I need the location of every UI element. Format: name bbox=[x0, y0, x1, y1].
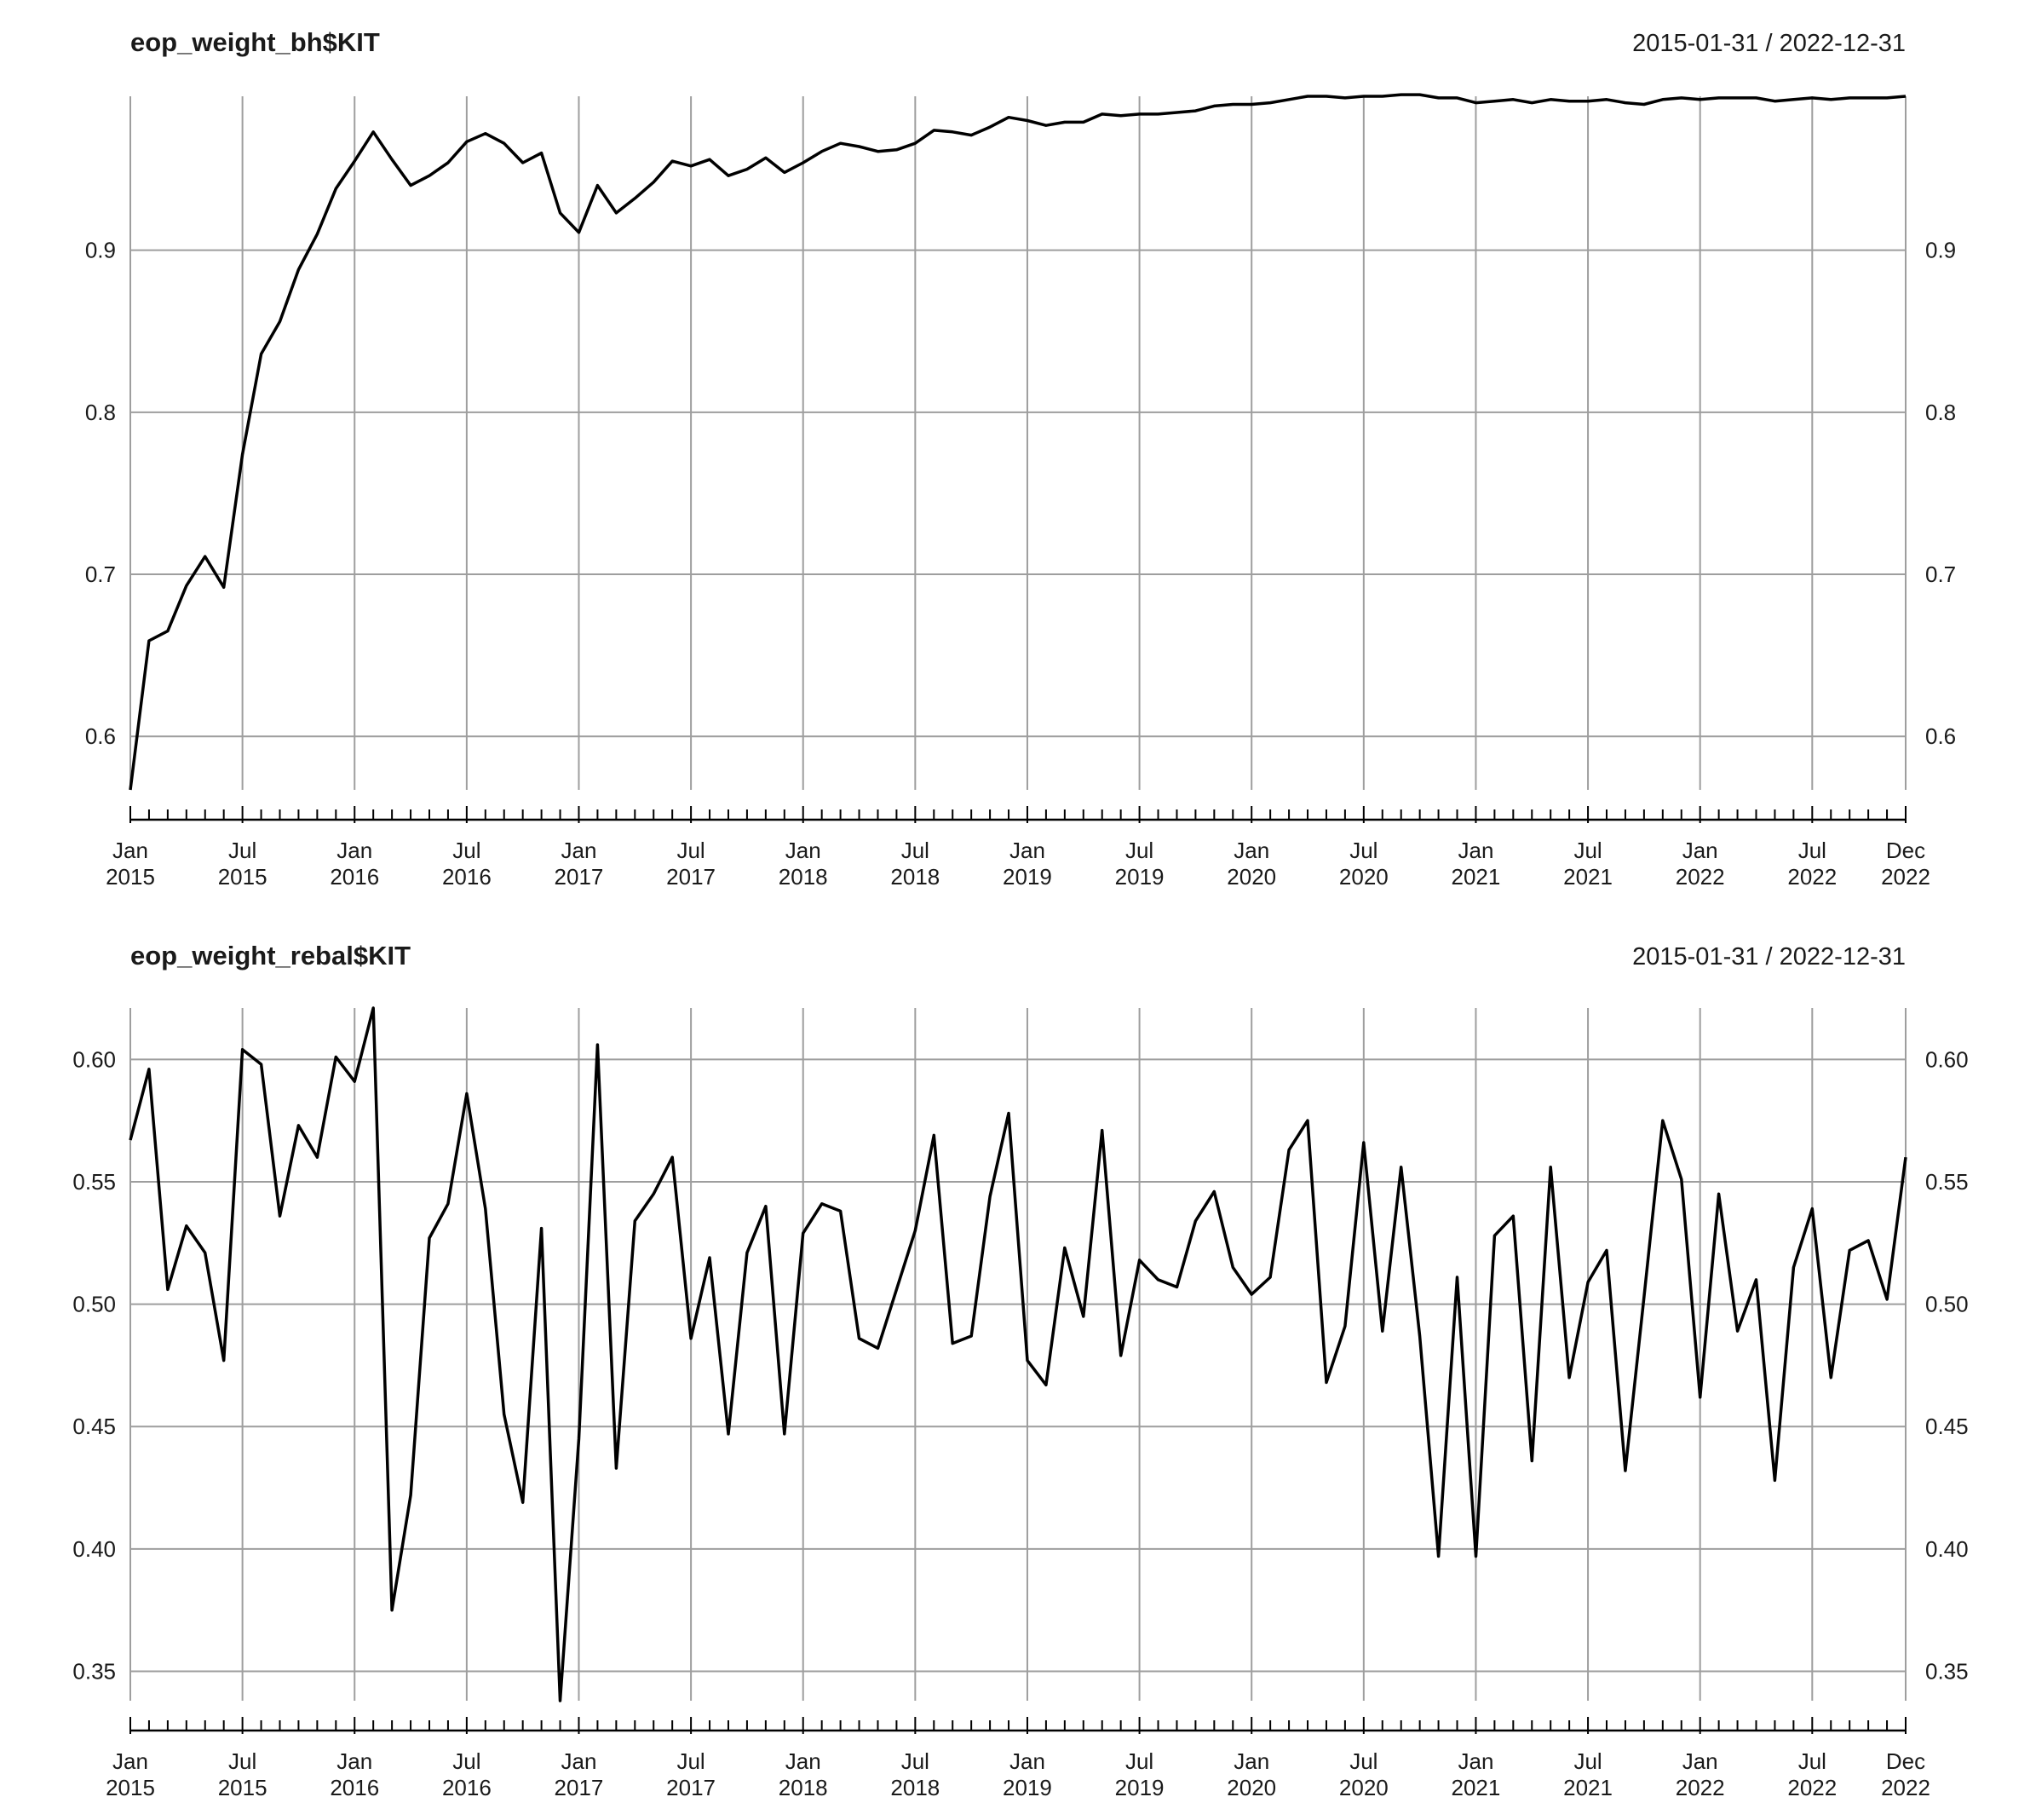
x-tick-label-month: Jul bbox=[452, 838, 480, 863]
y-tick-label-right: 0.45 bbox=[1925, 1414, 1969, 1439]
y-tick-label-right: 0.7 bbox=[1925, 562, 1956, 587]
y-tick-label-right: 0.50 bbox=[1925, 1292, 1969, 1317]
x-tick-label-year: 2017 bbox=[666, 1775, 716, 1800]
x-tick-label-month: Jul bbox=[1573, 838, 1602, 863]
y-tick-label-left: 0.35 bbox=[72, 1659, 116, 1685]
x-tick-label-month: Jan bbox=[1458, 1748, 1493, 1774]
x-tick-label-month: Jan bbox=[785, 838, 821, 863]
x-tick-label-year: 2015 bbox=[218, 864, 267, 890]
x-tick-label-year: 2017 bbox=[555, 864, 604, 890]
x-tick-label-year: 2019 bbox=[1003, 1775, 1052, 1800]
x-tick-label-year: 2020 bbox=[1339, 864, 1389, 890]
x-tick-label-month: Jan bbox=[561, 1748, 597, 1774]
x-tick-label-year: 2016 bbox=[442, 1775, 492, 1800]
y-tick-label-left: 0.6 bbox=[85, 723, 116, 749]
x-tick-label-year: 2018 bbox=[890, 1775, 940, 1800]
y-tick-label-left: 0.7 bbox=[85, 562, 116, 587]
y-tick-label-right: 0.40 bbox=[1925, 1536, 1969, 1562]
x-tick-label-month: Jul bbox=[901, 1748, 929, 1774]
panel-bottom: eop_weight_rebal$KIT 2015-01-31 / 2022-1… bbox=[72, 941, 1968, 1800]
x-tick-label-year: 2018 bbox=[779, 1775, 828, 1800]
x-tick-label-year: 2022 bbox=[1676, 1775, 1725, 1800]
y-tick-label-right: 0.60 bbox=[1925, 1046, 1969, 1072]
x-tick-label-month: Jan bbox=[561, 838, 597, 863]
x-tick-label-year: 2015 bbox=[106, 864, 155, 890]
x-tick-label-month: Jan bbox=[336, 838, 372, 863]
panel-bottom-date-range: 2015-01-31 / 2022-12-31 bbox=[1632, 943, 1906, 970]
panel-top-date-range: 2015-01-31 / 2022-12-31 bbox=[1632, 30, 1906, 57]
y-tick-label-right: 0.9 bbox=[1925, 238, 1956, 263]
x-tick-label-month: Jan bbox=[1234, 1748, 1269, 1774]
x-tick-label-month: Jul bbox=[228, 1748, 256, 1774]
x-tick-label-year: 2019 bbox=[1115, 1775, 1165, 1800]
x-tick-label-year: 2022 bbox=[1787, 1775, 1837, 1800]
y-tick-label-left: 0.9 bbox=[85, 238, 116, 263]
series-line bbox=[129, 93, 1907, 791]
y-tick-label-left: 0.8 bbox=[85, 400, 116, 425]
x-tick-label-month: Jan bbox=[1009, 1748, 1045, 1774]
panel-bottom-title: eop_weight_rebal$KIT bbox=[130, 941, 411, 970]
x-tick-label-year: 2016 bbox=[442, 864, 492, 890]
x-tick-label-year: 2018 bbox=[779, 864, 828, 890]
x-tick-label-month: Jul bbox=[676, 1748, 705, 1774]
x-tick-label-month: Jul bbox=[1349, 838, 1377, 863]
x-tick-label-year: 2020 bbox=[1339, 1775, 1389, 1800]
series-line bbox=[129, 1006, 1907, 1702]
x-tick-label-year: 2017 bbox=[666, 864, 716, 890]
x-tick-label-year: 2021 bbox=[1452, 864, 1501, 890]
x-tick-label-year: 2016 bbox=[330, 1775, 379, 1800]
x-tick-label-year: 2015 bbox=[106, 1775, 155, 1800]
x-tick-label-year: 2022 bbox=[1881, 864, 1930, 890]
y-tick-label-right: 0.55 bbox=[1925, 1169, 1969, 1195]
x-tick-label-month: Jul bbox=[676, 838, 705, 863]
y-tick-label-left: 0.50 bbox=[72, 1292, 116, 1317]
x-tick-label-month: Jan bbox=[1009, 838, 1045, 863]
x-tick-label-year: 2022 bbox=[1787, 864, 1837, 890]
y-tick-label-right: 0.35 bbox=[1925, 1659, 1969, 1685]
x-tick-label-month: Dec bbox=[1886, 838, 1925, 863]
x-tick-label-month: Jan bbox=[1682, 1748, 1718, 1774]
y-tick-label-left: 0.40 bbox=[72, 1536, 116, 1562]
x-tick-label-year: 2017 bbox=[555, 1775, 604, 1800]
x-tick-label-year: 2015 bbox=[218, 1775, 267, 1800]
x-tick-label-month: Jan bbox=[336, 1748, 372, 1774]
y-tick-label-right: 0.8 bbox=[1925, 400, 1956, 425]
x-tick-label-month: Dec bbox=[1886, 1748, 1925, 1774]
x-tick-label-month: Jul bbox=[1798, 838, 1826, 863]
x-tick-label-year: 2021 bbox=[1452, 1775, 1501, 1800]
x-tick-label-month: Jul bbox=[1573, 1748, 1602, 1774]
x-tick-label-year: 2020 bbox=[1227, 864, 1276, 890]
x-tick-label-month: Jul bbox=[228, 838, 256, 863]
x-tick-label-year: 2018 bbox=[890, 864, 940, 890]
x-tick-label-month: Jan bbox=[1458, 838, 1493, 863]
x-tick-label-month: Jan bbox=[1682, 838, 1718, 863]
y-tick-label-right: 0.6 bbox=[1925, 723, 1956, 749]
panel-top-title: eop_weight_bh$KIT bbox=[130, 27, 380, 57]
x-tick-label-year: 2019 bbox=[1003, 864, 1052, 890]
x-tick-label-year: 2022 bbox=[1881, 1775, 1930, 1800]
y-tick-label-left: 0.45 bbox=[72, 1414, 116, 1439]
y-tick-label-left: 0.55 bbox=[72, 1169, 116, 1195]
x-tick-label-year: 2021 bbox=[1563, 1775, 1613, 1800]
panel-top: eop_weight_bh$KIT 2015-01-31 / 2022-12-3… bbox=[85, 27, 1956, 890]
x-tick-label-month: Jan bbox=[1234, 838, 1269, 863]
x-tick-label-month: Jul bbox=[1125, 1748, 1153, 1774]
x-tick-label-month: Jul bbox=[1349, 1748, 1377, 1774]
x-tick-label-month: Jul bbox=[901, 838, 929, 863]
x-tick-label-year: 2020 bbox=[1227, 1775, 1276, 1800]
x-tick-label-month: Jul bbox=[1798, 1748, 1826, 1774]
x-tick-label-month: Jan bbox=[112, 1748, 148, 1774]
x-tick-label-month: Jul bbox=[1125, 838, 1153, 863]
x-tick-label-month: Jan bbox=[112, 838, 148, 863]
x-tick-label-year: 2019 bbox=[1115, 864, 1165, 890]
x-tick-label-year: 2022 bbox=[1676, 864, 1725, 890]
x-tick-label-month: Jan bbox=[785, 1748, 821, 1774]
x-tick-label-year: 2021 bbox=[1563, 864, 1613, 890]
x-tick-label-year: 2016 bbox=[330, 864, 379, 890]
y-tick-label-left: 0.60 bbox=[72, 1046, 116, 1072]
x-tick-label-month: Jul bbox=[452, 1748, 480, 1774]
